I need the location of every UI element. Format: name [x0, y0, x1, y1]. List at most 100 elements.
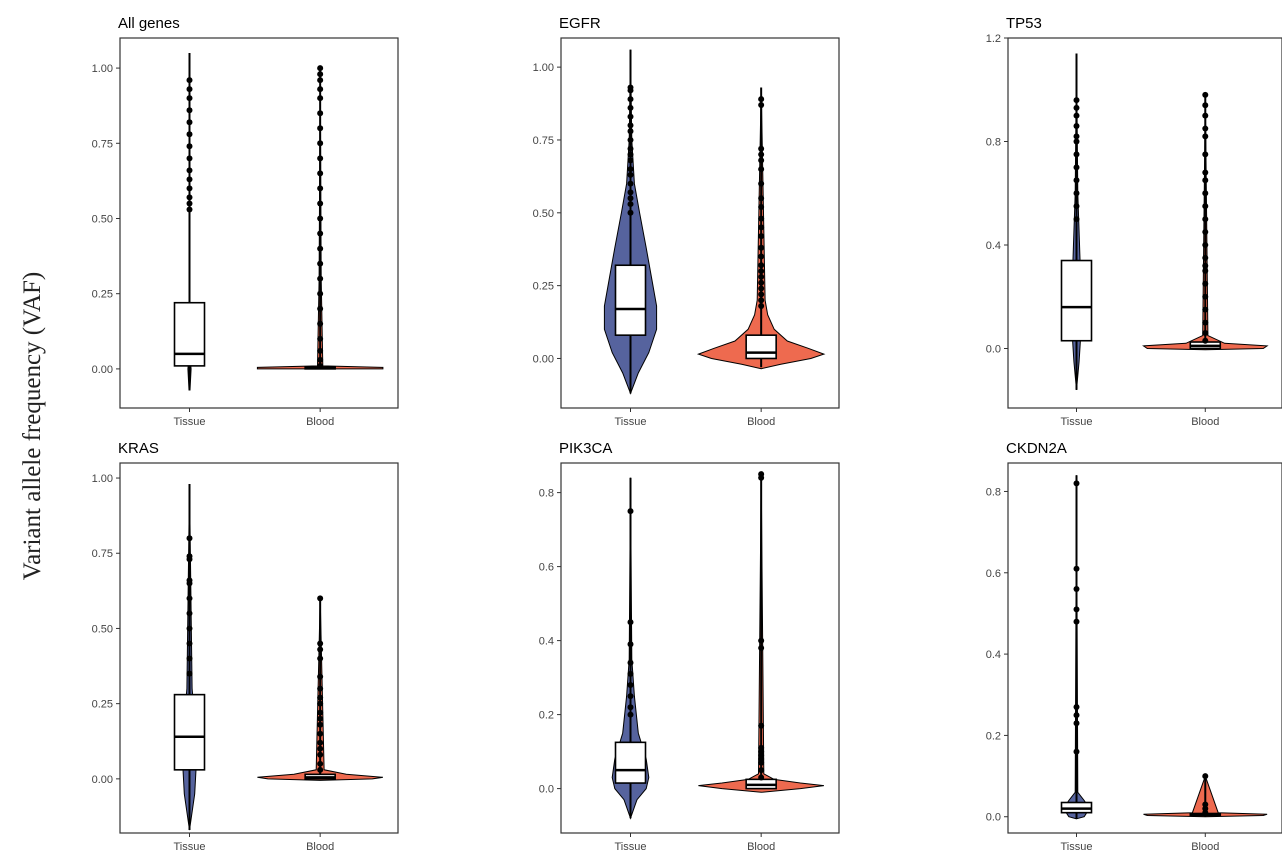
outlier-point: [317, 246, 323, 252]
outlier-point: [317, 291, 323, 297]
y-tick-label: 0.00: [92, 774, 113, 786]
outlier-point: [1074, 480, 1080, 486]
outlier-point: [1202, 229, 1208, 235]
outlier-point: [758, 268, 764, 274]
outlier-point: [187, 595, 193, 601]
outlier-point: [628, 146, 634, 152]
outlier-point: [317, 276, 323, 282]
outlier-point: [1074, 216, 1080, 222]
outlier-point: [758, 254, 764, 260]
outlier-point: [317, 231, 323, 237]
outlier-point: [1202, 113, 1208, 119]
outlier-point: [317, 674, 323, 680]
outlier-point: [187, 206, 193, 212]
outlier-point: [628, 157, 634, 163]
x-tick-label: Blood: [306, 416, 334, 428]
y-tick-label: 0.25: [92, 289, 113, 301]
y-tick-label: 0.4: [986, 240, 1001, 252]
outlier-point: [628, 122, 634, 128]
outlier-point: [758, 233, 764, 239]
y-tick-label: 0.0: [986, 812, 1001, 824]
chart-panel-4: PIK3CA 0.0 0.2 0.4 0.6 0.8 Tissue Blood: [539, 440, 839, 852]
y-tick-label: 0.8: [986, 486, 1001, 498]
outlier-point: [187, 119, 193, 125]
y-tick-label: 0.50: [92, 623, 113, 635]
outlier-point: [758, 146, 764, 152]
outlier-point: [628, 210, 634, 216]
outlier-point: [187, 194, 193, 200]
outlier-point: [1074, 105, 1080, 111]
outlier-point: [758, 245, 764, 251]
chart-panel-3: KRAS 0.00 0.25 0.50 0.75 1.00 Tissue Blood: [92, 440, 398, 852]
outlier-point: [758, 262, 764, 268]
panel-title: KRAS: [118, 440, 159, 457]
outlier-point: [317, 731, 323, 737]
outlier-point: [758, 723, 764, 729]
x-tick-label: Tissue: [1061, 841, 1093, 852]
outlier-point: [1202, 102, 1208, 108]
outlier-point: [317, 185, 323, 191]
outlier-point: [187, 535, 193, 541]
outlier-point: [187, 640, 193, 646]
x-tick-label: Tissue: [615, 416, 647, 428]
outlier-point: [317, 71, 323, 77]
outlier-point: [628, 671, 634, 677]
chart-panel-5: CKDN2A0.00.20.40.60.8Tissue Blood: [986, 440, 1282, 852]
outlier-point: [317, 65, 323, 71]
y-tick-label: 0.2: [986, 730, 1001, 742]
outlier-point: [317, 336, 323, 342]
outlier-point: [758, 745, 764, 751]
outlier-point: [758, 775, 764, 781]
x-tick-label: Blood: [1191, 841, 1219, 852]
y-tick-label: 0.8: [986, 136, 1001, 148]
outlier-point: [317, 86, 323, 92]
outlier-point: [1202, 170, 1208, 176]
outlier-point: [1074, 749, 1080, 755]
outlier-point: [317, 77, 323, 83]
outlier-point: [317, 716, 323, 722]
outlier-point: [187, 167, 193, 173]
outlier-point: [187, 185, 193, 191]
outlier-point: [317, 595, 323, 601]
panel-title: PIK3CA: [559, 440, 612, 457]
panel-frame: [1008, 38, 1282, 408]
y-tick-label: 0.4: [539, 636, 554, 648]
outlier-point: [317, 261, 323, 267]
y-tick-label: 1.00: [92, 473, 113, 485]
outlier-point: [758, 166, 764, 172]
outlier-point: [187, 656, 193, 662]
outlier-point: [628, 105, 634, 111]
box: [175, 695, 205, 770]
outlier-point: [758, 204, 764, 210]
chart-panel-2: TP53 0.0 0.4 0.8 1.2 Tissue Blood: [986, 15, 1282, 428]
panel-frame: [561, 463, 839, 833]
outlier-point: [628, 181, 634, 187]
outlier-point: [1202, 151, 1208, 157]
outlier-point: [758, 645, 764, 651]
outlier-point: [1074, 133, 1080, 139]
outlier-point: [187, 77, 193, 83]
y-tick-label: 0.4: [986, 649, 1001, 661]
y-tick-label: 0.0: [986, 343, 1001, 355]
outlier-point: [317, 170, 323, 176]
outlier-point: [628, 172, 634, 178]
outlier-point: [628, 152, 634, 158]
panel-frame: [120, 38, 398, 408]
outlier-point: [317, 357, 323, 363]
outlier-point: [758, 638, 764, 644]
x-tick-label: Tissue: [174, 841, 206, 852]
outlier-point: [317, 321, 323, 327]
outlier-point: [1202, 320, 1208, 326]
x-tick-label: Tissue: [174, 416, 206, 428]
box: [175, 303, 205, 366]
outlier-point: [1074, 97, 1080, 103]
y-tick-label: 0.00: [533, 353, 554, 365]
y-tick-label: 0.50: [533, 208, 554, 220]
panel-title: EGFR: [559, 15, 601, 32]
outlier-point: [758, 152, 764, 158]
outlier-point: [628, 693, 634, 699]
outlier-point: [1202, 338, 1208, 344]
x-tick-label: Blood: [747, 416, 775, 428]
outlier-point: [1202, 190, 1208, 196]
